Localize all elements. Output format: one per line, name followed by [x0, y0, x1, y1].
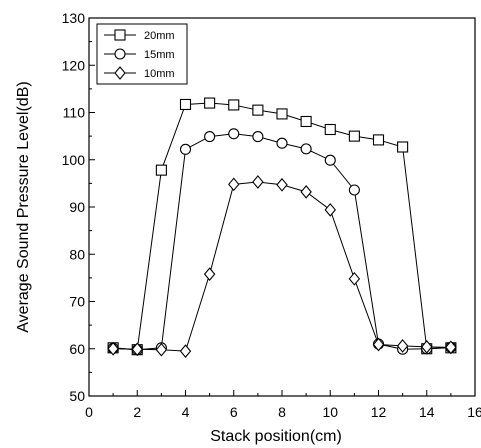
data-point	[228, 177, 240, 192]
legend-label: 15mm	[144, 49, 175, 61]
data-point	[348, 271, 361, 286]
y-tick-label: 50	[69, 388, 85, 404]
data-point	[397, 141, 409, 153]
x-axis-title: Stack position(cm)	[210, 428, 342, 445]
data-point	[228, 128, 240, 140]
data-point	[252, 131, 264, 143]
series-20mm	[107, 97, 457, 356]
data-point	[179, 143, 192, 155]
series-layer	[107, 97, 457, 358]
x-tick-label: 8	[278, 404, 286, 420]
data-point	[324, 123, 336, 136]
data-point	[421, 340, 433, 354]
data-point	[372, 337, 385, 352]
data-point	[348, 130, 360, 142]
data-point	[372, 134, 385, 146]
x-axis: 0 2 4 6 8 10 12 14 16	[85, 390, 481, 420]
series-15mm	[107, 128, 457, 356]
data-point	[324, 202, 336, 217]
legend: 20mm 15mm 10mm	[96, 23, 188, 85]
data-point	[445, 340, 457, 355]
legend-marker	[114, 29, 126, 41]
y-tick-label: 120	[62, 57, 86, 73]
data-point	[107, 341, 119, 356]
data-point	[155, 342, 168, 357]
y-tick-label: 110	[63, 105, 86, 121]
data-point	[179, 98, 192, 111]
data-point	[179, 344, 192, 358]
legend-label: 10mm	[144, 68, 175, 80]
legend-label: 20mm	[144, 30, 175, 42]
x-tick-label: 12	[371, 404, 387, 420]
data-point	[396, 339, 409, 353]
legend-marker	[114, 48, 126, 60]
x-tick-label: 2	[133, 404, 141, 420]
data-point	[276, 108, 288, 120]
data-point	[204, 131, 216, 143]
y-tick-label: 90	[69, 199, 85, 215]
y-tick-label: 70	[69, 294, 85, 310]
data-point	[276, 137, 288, 149]
legend-marker	[114, 66, 126, 80]
data-point	[276, 177, 288, 192]
x-tick-label: 0	[85, 404, 93, 420]
data-point	[252, 104, 264, 116]
y-axis-title: Average Sound Pressure Level(dB)	[15, 81, 32, 332]
data-point	[252, 175, 264, 189]
x-tick-label: 6	[230, 404, 238, 420]
x-tick-label: 4	[182, 404, 190, 420]
y-tick-label: 100	[62, 152, 86, 168]
data-point	[228, 99, 240, 111]
y-axis: 50 60 70 80 90 100 110 120 130	[62, 10, 95, 404]
data-point	[155, 164, 167, 176]
y-tick-label: 80	[69, 246, 85, 262]
y-tick-label: 130	[62, 10, 86, 26]
data-point	[300, 143, 312, 155]
data-point	[203, 267, 216, 281]
series-10mm	[107, 175, 457, 358]
data-point	[300, 115, 312, 128]
data-point	[324, 154, 336, 166]
data-point	[300, 185, 312, 199]
x-tick-label: 14	[419, 404, 435, 420]
data-point	[131, 342, 143, 357]
data-point	[348, 184, 360, 196]
data-point	[204, 97, 216, 109]
y-tick-label: 60	[69, 341, 85, 357]
x-tick-label: 10	[322, 404, 338, 420]
x-tick-label: 16	[467, 404, 481, 420]
